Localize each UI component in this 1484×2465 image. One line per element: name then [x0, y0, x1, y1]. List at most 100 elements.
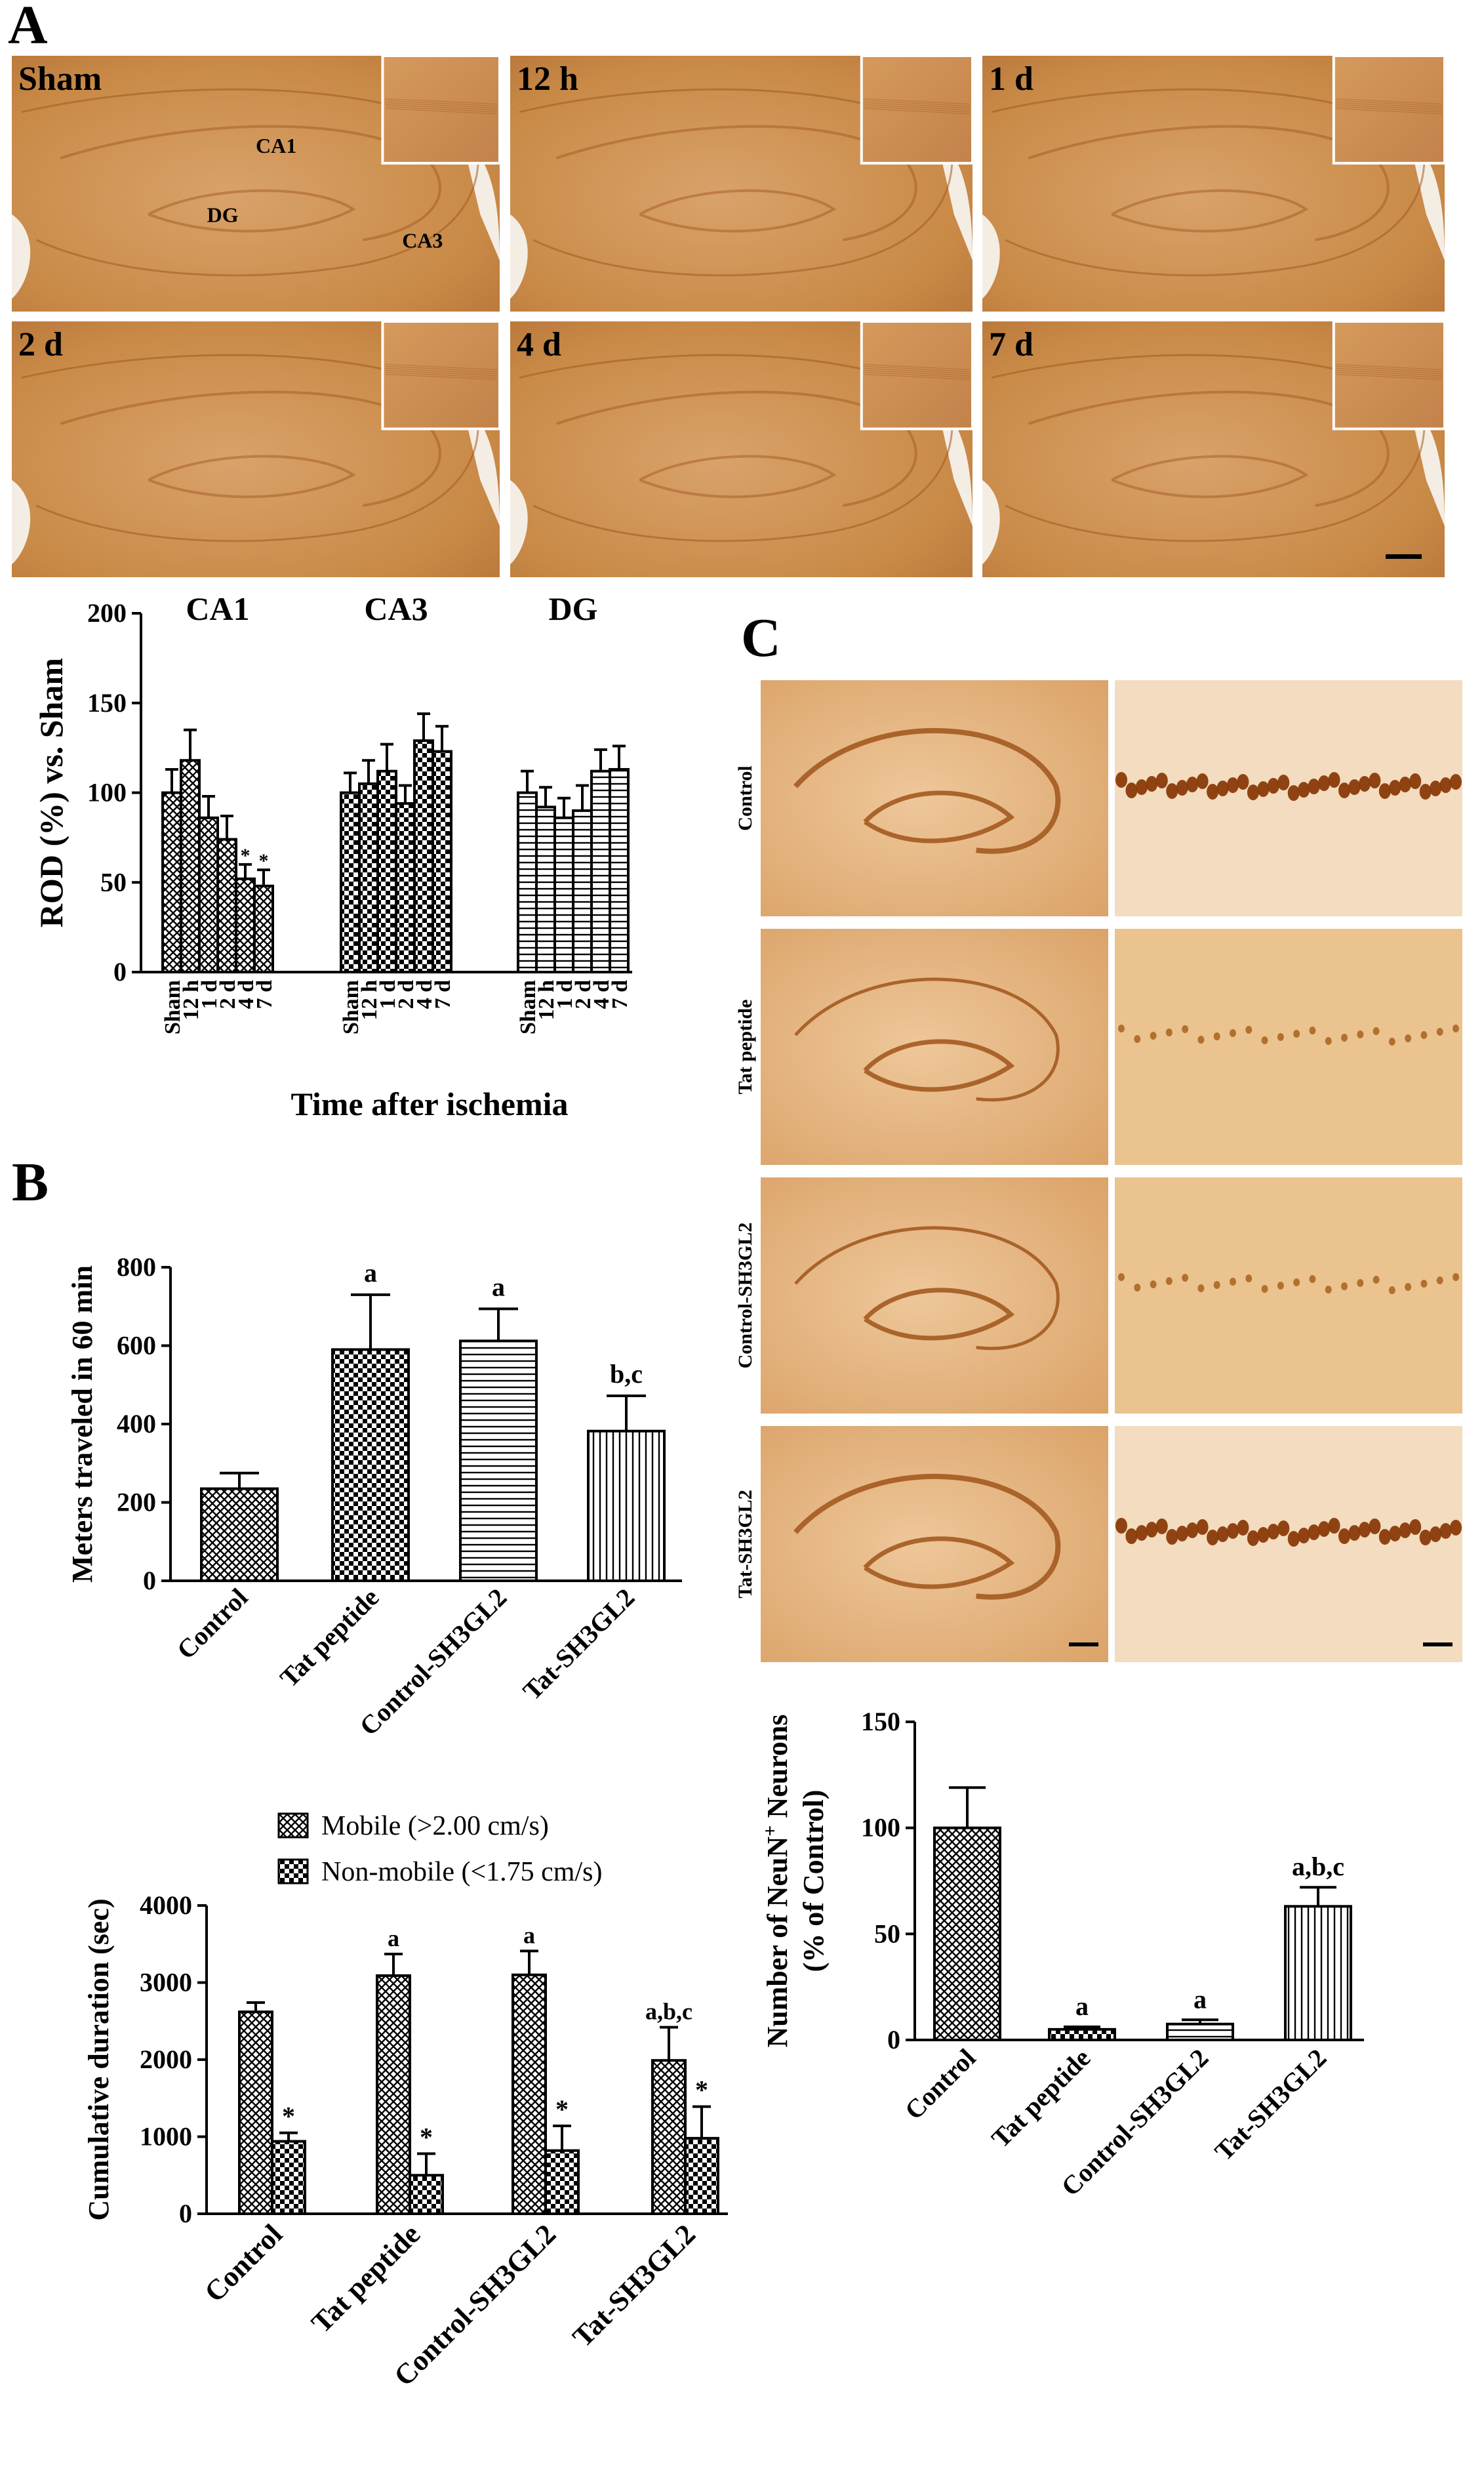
inset-texture [1336, 373, 1443, 380]
y-tick-label: 50 [100, 867, 127, 897]
significance-mark: * [259, 850, 269, 872]
x-tick-label: Tat peptide [986, 2043, 1096, 2153]
micrograph-c-right [1115, 1426, 1462, 1662]
inset-texture [1336, 363, 1443, 371]
scale-bar [1423, 1642, 1453, 1646]
micrograph-c-right [1115, 1177, 1462, 1414]
bar-control-sh3gl2 [459, 1339, 538, 1582]
y-tick-label: 800 [117, 1252, 156, 1282]
inset-texture [385, 100, 498, 107]
neuron-cell [1405, 1283, 1412, 1291]
y-tick-label: 2000 [140, 2045, 192, 2074]
micrograph-gap [12, 479, 31, 565]
neuron-cell [1230, 1278, 1236, 1286]
neuron-cell [1237, 1520, 1249, 1536]
neuron-cell [1420, 1280, 1428, 1288]
dentate-gyrus [863, 1288, 1015, 1341]
dentate-gyrus [863, 1536, 1015, 1589]
neuron-cell [1227, 777, 1239, 793]
bar-tat-peptide [1048, 2027, 1116, 2041]
significance-mark: a,b,c [1292, 1852, 1344, 1881]
x-tick-label: 7 d [252, 980, 277, 1009]
micrograph-inset [1332, 320, 1447, 430]
group-label-dg: DG [549, 590, 598, 627]
neuron-cell [1277, 1282, 1284, 1290]
inset-texture [1336, 371, 1443, 378]
neuron-cell [1237, 774, 1249, 790]
inset-texture [864, 98, 971, 105]
neuron-cell [1436, 1028, 1443, 1036]
inset-texture [1336, 104, 1443, 111]
neuron-cell [1318, 775, 1331, 791]
neuron-cell [1287, 1531, 1300, 1547]
micrograph-grid-a: Sham CA1 DG CA3 12 h 1 d 2 d 4 d 7 d [12, 54, 1447, 577]
neuron-cell [1388, 1038, 1395, 1046]
bar-dg-1d [553, 816, 574, 974]
neuron-cell [1196, 773, 1209, 789]
dentate-gyrus [863, 790, 1015, 844]
inset-texture [1336, 108, 1443, 115]
y-title-part: Neurons [761, 1714, 793, 1825]
significance-mark: b,c [610, 1359, 643, 1389]
neuron-cell [1155, 773, 1168, 788]
neuron-cell [1373, 1276, 1380, 1284]
dentate-gyrus [148, 455, 356, 499]
inset-texture [864, 363, 971, 371]
significance-mark: * [241, 845, 251, 866]
bar-control [200, 1487, 279, 1582]
neuron-cell [1277, 775, 1290, 790]
neuron-cell [1341, 1034, 1348, 1042]
neuron-cell [1318, 1521, 1331, 1537]
hippocampus-outline [991, 354, 1426, 542]
dentate-gyrus [639, 455, 837, 499]
neuron-cell [1308, 1524, 1320, 1540]
neuron-cell [1267, 778, 1279, 794]
bar-non-mobile-tat-sh3gl2 [684, 2136, 719, 2216]
region-label-ca1: CA1 [256, 134, 296, 157]
y-tick-label: 200 [87, 598, 127, 628]
micrograph-c-label: Tat-SH3GL2 [734, 1490, 756, 1599]
neuron-cell [1293, 1278, 1300, 1286]
micrograph-c-label: Control-SH3GL2 [734, 1223, 756, 1369]
inset-texture [385, 371, 498, 378]
x-tick-label: 12 h [357, 980, 382, 1021]
bar-tat-peptide [331, 1348, 410, 1583]
bar-ca1-7d [253, 884, 274, 973]
dentate-gyrus [863, 1039, 1015, 1092]
significance-mark: a [523, 1922, 535, 1948]
neuron-cell [1146, 776, 1158, 792]
micrograph-c-Control: Control [734, 680, 1462, 916]
neuron-cell [1261, 1285, 1268, 1293]
significance-mark: * [420, 2122, 433, 2151]
neuron-cell [1358, 1522, 1371, 1538]
inset-texture [385, 367, 498, 375]
y-tick-label: 100 [861, 1813, 900, 1843]
micrograph-inset [381, 54, 501, 165]
neuron-cell [1389, 1526, 1401, 1541]
x-tick-label: 1 d [197, 980, 222, 1009]
chart-meters-traveled: 0 200 400 600 800 Meters traveled in 60 min Co… [66, 1252, 682, 1741]
neuron-cell [1207, 1530, 1219, 1545]
chart-legend: Mobile (>2.00 cm/s) Non-mobile (<1.75 cm/… [277, 1811, 602, 1887]
inset-texture [864, 369, 971, 377]
neuron-cell [1197, 1036, 1205, 1044]
neuron-cell [1409, 773, 1422, 789]
bar-ca1-12h [180, 759, 201, 974]
significance-mark: a [492, 1272, 505, 1301]
y-axis-title: ROD (%) vs. Sham [33, 658, 70, 927]
micrograph-time-label: 4 d [517, 326, 561, 363]
inset-texture [864, 102, 971, 109]
x-tick-label: Tat-SH3GL2 [517, 1583, 640, 1706]
bar-ca3-Sham [340, 791, 361, 973]
neuron-cell [1135, 1525, 1148, 1541]
neuron-cell [1338, 1528, 1350, 1544]
x-tick-label: Tat-SH3GL2 [567, 2218, 702, 2353]
x-tick-label: Control [198, 2218, 289, 2308]
micrograph-a-4-d: 4 d [510, 320, 974, 577]
neuron-cell [1293, 1030, 1300, 1038]
significance-mark: a,b,c [645, 1999, 692, 2025]
hippocampus-outline [991, 88, 1426, 277]
neuron-cell [1146, 1522, 1158, 1538]
inset-texture [864, 365, 971, 373]
